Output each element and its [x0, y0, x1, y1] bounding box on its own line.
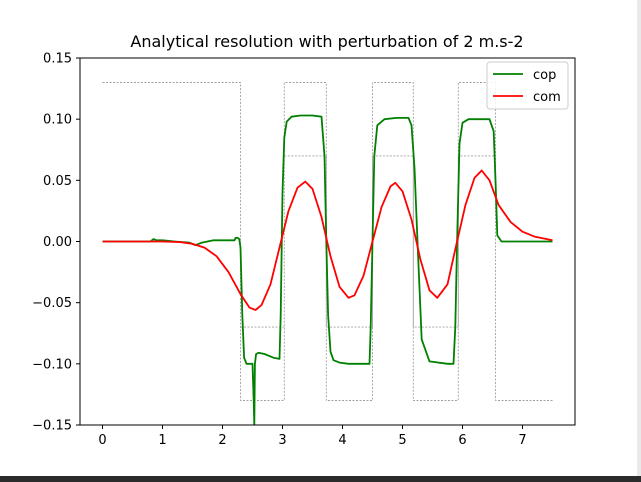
- y-tick-label: −0.10: [32, 357, 72, 372]
- y-tick-label: −0.15: [32, 419, 72, 434]
- x-tick-label: 1: [158, 433, 166, 448]
- legend: cop com: [486, 61, 569, 110]
- window-bottom-bar: [0, 476, 641, 482]
- reference-line-3: [284, 155, 496, 328]
- x-axis-ticks: 0 1 2 3 4 5 6 7: [98, 425, 527, 448]
- x-tick-label: 6: [458, 433, 466, 448]
- window-edge: [637, 0, 641, 476]
- plot-lines: [102, 82, 553, 425]
- series-line-com: [102, 169, 553, 311]
- y-tick-label: 0.00: [43, 235, 72, 250]
- x-tick-label: 2: [218, 433, 226, 448]
- y-tick-label: 0.15: [43, 52, 72, 67]
- y-axis-ticks: −0.15 −0.10 −0.05 0.00 0.05 0.10 0.15: [32, 52, 80, 434]
- y-tick-label: 0.10: [43, 113, 72, 128]
- x-tick-label: 3: [278, 433, 286, 448]
- chart-title: Analytical resolution with perturbation …: [130, 32, 523, 51]
- y-tick-label: 0.05: [43, 174, 72, 189]
- series-line-cop: [102, 114, 553, 425]
- x-tick-label: 7: [518, 433, 526, 448]
- x-tick-label: 0: [98, 433, 106, 448]
- legend-label-com: com: [533, 90, 561, 105]
- x-tick-label: 4: [338, 433, 346, 448]
- legend-label-cop: cop: [533, 68, 556, 83]
- x-tick-label: 5: [398, 433, 406, 448]
- y-tick-label: −0.05: [32, 296, 72, 311]
